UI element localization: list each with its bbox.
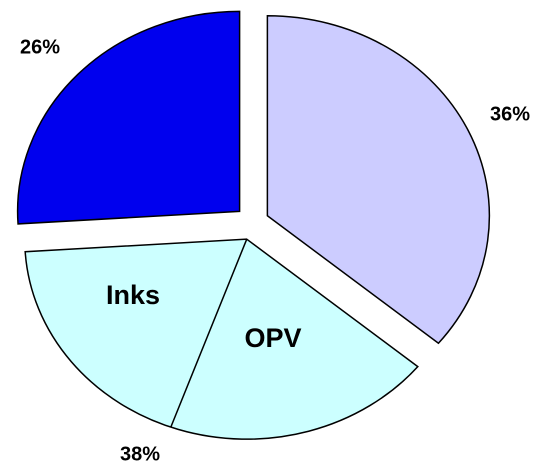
data-label: 36% xyxy=(490,103,530,125)
pie-slice xyxy=(266,15,491,345)
data-label: 26% xyxy=(20,36,60,58)
slices xyxy=(16,10,491,440)
annotation: OPV xyxy=(244,323,301,353)
pie-slice xyxy=(24,238,419,440)
annotation: Inks xyxy=(106,280,160,310)
divider xyxy=(170,238,248,428)
pie-slice xyxy=(16,10,241,225)
data-label: 38% xyxy=(120,443,160,465)
